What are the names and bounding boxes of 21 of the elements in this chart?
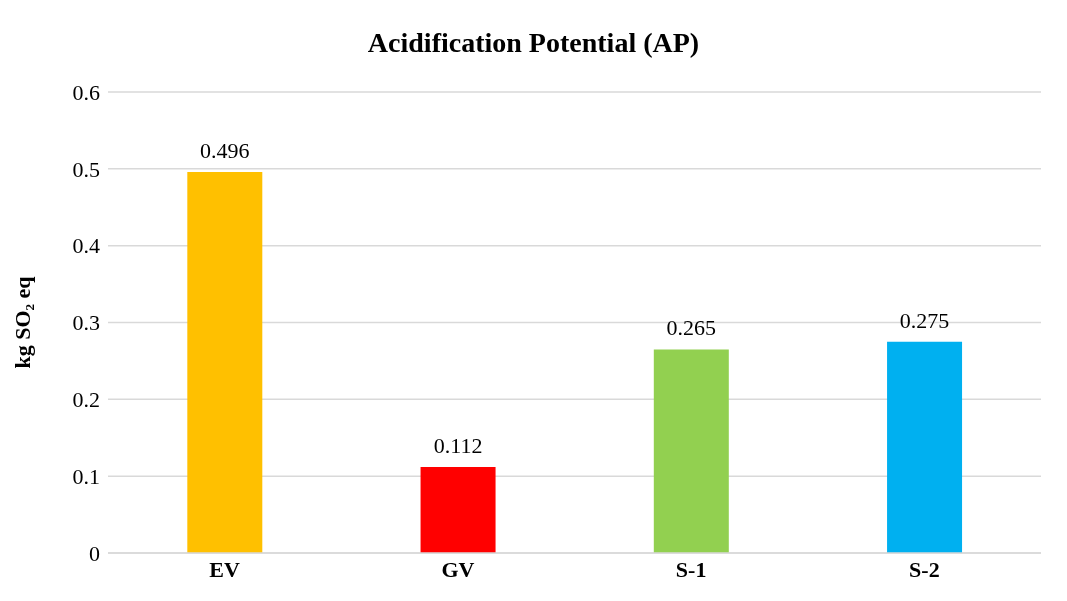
chart-title: Acidification Potential (AP) bbox=[366, 26, 701, 60]
y-tick-label: 0.2 bbox=[72, 387, 100, 413]
y-tick-label: 0.5 bbox=[72, 156, 100, 182]
bar bbox=[420, 466, 496, 553]
data-label: 0.275 bbox=[899, 307, 950, 333]
data-label: 0.265 bbox=[666, 315, 717, 341]
data-label: 0.496 bbox=[200, 137, 250, 163]
x-tick-label: S-1 bbox=[675, 556, 707, 582]
y-tick-label: 0.4 bbox=[72, 233, 100, 259]
bar bbox=[187, 171, 263, 553]
data-label: 0.112 bbox=[433, 432, 483, 458]
y-tick-label: 0.3 bbox=[72, 310, 100, 336]
bar bbox=[653, 349, 729, 553]
bar bbox=[887, 341, 963, 553]
x-tick-label: EV bbox=[209, 556, 241, 582]
y-tick-label: 0 bbox=[89, 540, 100, 566]
y-tick-label: 0.1 bbox=[72, 463, 100, 489]
x-tick-label: S-2 bbox=[909, 556, 940, 582]
y-axis-title: kg SO₂ eq bbox=[9, 275, 35, 369]
x-tick-label: GV bbox=[441, 556, 475, 582]
y-tick-label: 0.6 bbox=[72, 79, 100, 105]
